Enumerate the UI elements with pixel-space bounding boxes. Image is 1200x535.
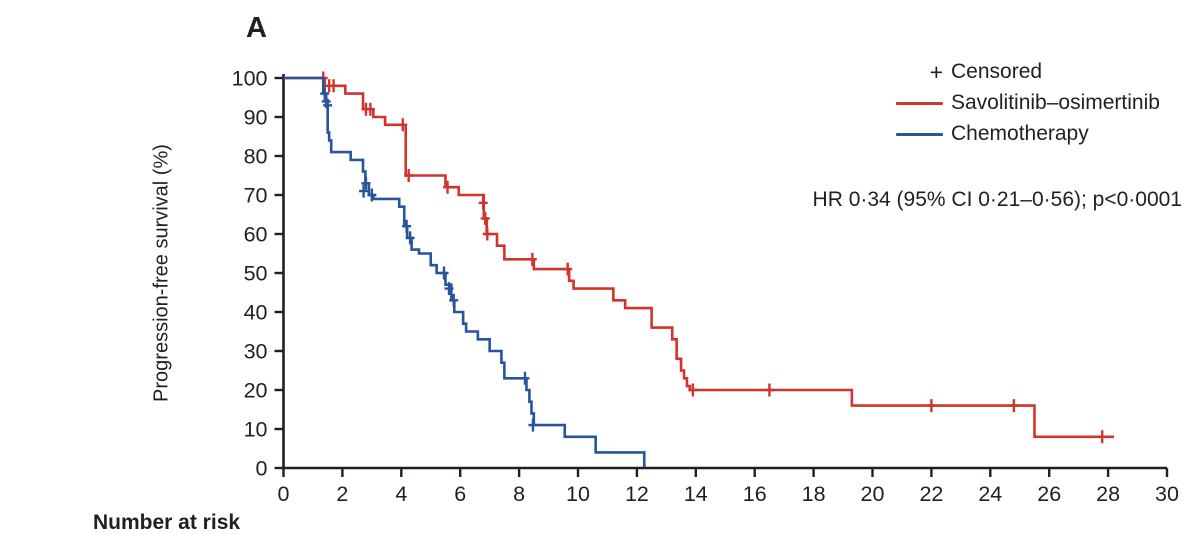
- x-tick-label: 2: [336, 482, 348, 506]
- legend-label-savolitinib: Savolitinib–osimertinib: [951, 91, 1160, 114]
- y-axis-title: Progression-free survival (%): [150, 144, 173, 402]
- x-tick-label: 10: [566, 482, 590, 506]
- y-tick-label: 90: [244, 106, 268, 130]
- censor-mark: [402, 219, 412, 233]
- hazard-ratio-annotation: HR 0·34 (95% CI 0·21–0·56); p<0·0001: [812, 188, 1182, 211]
- x-tick-label: 28: [1096, 482, 1120, 506]
- x-tick-label: 4: [395, 482, 407, 506]
- legend-row-chemotherapy: Chemotherapy: [896, 122, 1160, 146]
- y-tick-label: 0: [256, 457, 268, 481]
- censor-mark: [323, 98, 333, 112]
- x-tick-label: 24: [978, 482, 1002, 506]
- legend: + Censored Savolitinib–osimertinib Chemo…: [896, 60, 1160, 146]
- x-tick-label: 12: [625, 482, 649, 506]
- censor-mark: [443, 180, 453, 194]
- x-tick-label: 8: [513, 482, 525, 506]
- censor-mark: [361, 176, 371, 190]
- x-tick-label: 26: [1037, 482, 1061, 506]
- censor-mark: [329, 79, 339, 93]
- x-tick-label: 18: [802, 482, 826, 506]
- legend-row-savolitinib: Savolitinib–osimertinib: [896, 91, 1160, 115]
- y-tick-label: 20: [244, 379, 268, 403]
- y-tick-label: 100: [232, 67, 268, 91]
- y-tick-label: 40: [244, 301, 268, 325]
- censor-mark: [404, 169, 414, 182]
- censor-mark: [320, 87, 330, 101]
- panel-label-a: A: [246, 12, 267, 44]
- censor-mark: [480, 211, 490, 225]
- censor-mark: [520, 371, 530, 385]
- y-tick-label: 60: [244, 223, 268, 247]
- x-tick-label: 22: [919, 482, 943, 506]
- censor-mark: [439, 266, 449, 280]
- censor-mark: [405, 231, 415, 245]
- censor-mark: [563, 262, 573, 276]
- km-curve-savolitinib: [283, 76, 1114, 439]
- x-tick-label: 0: [278, 482, 290, 506]
- legend-row-censored: + Censored: [896, 60, 1160, 84]
- censor-mark: [367, 188, 377, 202]
- censored-plus-icon: +: [929, 59, 943, 85]
- censor-mark: [449, 293, 459, 307]
- y-tick-label: 10: [244, 418, 268, 442]
- censor-mark: [365, 102, 375, 116]
- y-tick-label: 30: [244, 340, 268, 364]
- km-curve-chemotherapy: [283, 76, 646, 468]
- censor-mark: [444, 282, 454, 296]
- legend-label-chemotherapy: Chemotherapy: [951, 122, 1089, 145]
- censor-mark: [926, 399, 936, 413]
- censor-mark: [398, 118, 408, 132]
- x-tick-label: 14: [684, 482, 708, 506]
- x-tick-label: 30: [1155, 482, 1179, 506]
- censor-mark: [359, 184, 369, 198]
- censor-mark: [1097, 430, 1107, 444]
- y-tick-label: 70: [244, 184, 268, 208]
- x-tick-label: 16: [743, 482, 767, 506]
- savolitinib-line-swatch: [896, 101, 943, 105]
- censor-mark: [527, 252, 537, 266]
- y-tick-label: 50: [244, 262, 268, 286]
- legend-label-censored: Censored: [951, 60, 1043, 83]
- censor-mark: [764, 383, 774, 397]
- x-tick-label: 20: [861, 482, 885, 506]
- censor-mark: [478, 196, 488, 210]
- number-at-risk-label: Number at risk: [93, 511, 241, 534]
- x-tick-label: 6: [454, 482, 466, 506]
- chemotherapy-line-swatch: [896, 132, 943, 136]
- censor-mark: [688, 383, 698, 397]
- censor-mark: [1009, 399, 1019, 413]
- y-tick-label: 80: [244, 145, 268, 169]
- censor-mark: [528, 418, 538, 432]
- censor-mark: [482, 227, 492, 241]
